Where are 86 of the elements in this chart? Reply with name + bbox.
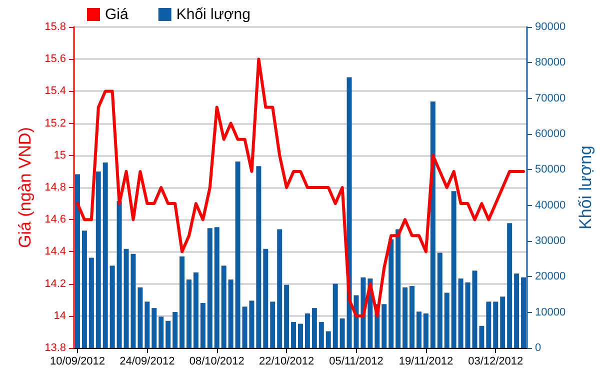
- y-tick-label: 15.6: [44, 53, 66, 66]
- bar: [423, 313, 428, 348]
- y2-tick-label: 0: [535, 342, 542, 354]
- bar: [270, 302, 276, 348]
- bar: [430, 102, 436, 348]
- bar: [388, 239, 394, 348]
- y2-axis-title: Khối lượng: [576, 146, 595, 230]
- y-tick-label: 15.2: [44, 117, 66, 130]
- bar: [110, 266, 115, 348]
- bar: [304, 313, 310, 348]
- bar: [74, 174, 80, 348]
- legend-label: Khối lượng: [176, 6, 250, 23]
- bar: [96, 171, 101, 348]
- y2-tick-label: 40000: [535, 199, 566, 212]
- bar: [332, 284, 338, 348]
- y2-tick-label: 10000: [535, 306, 566, 318]
- bar: [284, 284, 290, 348]
- bar: [88, 258, 94, 348]
- bar: [340, 318, 345, 348]
- bar: [116, 201, 122, 348]
- bar: [186, 280, 192, 348]
- bar: [193, 272, 198, 348]
- y2-tick-label: 20000: [535, 270, 566, 283]
- bar: [382, 304, 387, 348]
- bar: [493, 302, 498, 348]
- bar: [144, 302, 150, 348]
- bar: [437, 252, 442, 348]
- x-tick-label: 19/11/2012: [398, 356, 454, 368]
- bar: [410, 286, 415, 348]
- x-tick-label: 08/10/2012: [189, 356, 244, 368]
- bar: [479, 326, 484, 348]
- bar: [221, 266, 226, 348]
- x-tick-label: 24/09/2012: [120, 356, 175, 368]
- y2-tick-label: 30000: [535, 235, 566, 247]
- bar: [152, 308, 157, 348]
- x-tick-label: 03/12/2012: [468, 356, 524, 368]
- bar: [82, 230, 87, 348]
- bar: [256, 166, 262, 348]
- y2-tick-label: 90000: [535, 21, 566, 33]
- x-tick-label: 10/09/2012: [50, 356, 106, 368]
- bar: [214, 227, 220, 348]
- bar: [402, 287, 408, 348]
- bar: [291, 322, 296, 348]
- bar: [172, 312, 178, 348]
- bar: [158, 316, 164, 348]
- y-tick-label: 14.6: [44, 214, 66, 226]
- bar: [514, 273, 520, 348]
- y-tick-label: 15: [54, 149, 66, 162]
- x-tick-label: 22/10/2012: [259, 356, 314, 368]
- y2-tick-label: 50000: [535, 164, 566, 176]
- y-tick-label: 14: [54, 310, 66, 322]
- y-tick-label: 15.4: [44, 85, 66, 98]
- y-axis-title: Giá (ngàn VND): [16, 127, 35, 248]
- bar: [416, 312, 422, 348]
- y-tick-label: 14.4: [44, 246, 66, 258]
- y2-tick-label: 60000: [535, 128, 566, 140]
- bar: [486, 302, 492, 348]
- bar: [180, 256, 185, 348]
- bar: [228, 280, 234, 348]
- bar: [138, 287, 143, 348]
- bar: [318, 322, 324, 348]
- bar: [249, 300, 254, 348]
- bar: [507, 223, 512, 348]
- bar: [451, 191, 456, 348]
- bar: [207, 228, 212, 348]
- bar: [346, 77, 352, 348]
- bar: [458, 278, 464, 348]
- y2-tick-label: 80000: [535, 56, 566, 69]
- bar: [298, 324, 303, 348]
- bar: [444, 292, 450, 348]
- y-tick-label: 13.8: [44, 342, 66, 354]
- bar: [102, 162, 108, 348]
- bar: [312, 308, 317, 348]
- bar: [263, 248, 268, 348]
- y-tick-label: 15.8: [44, 21, 66, 33]
- x-tick-label: 05/11/2012: [329, 356, 384, 368]
- bar: [500, 296, 506, 348]
- bar: [277, 229, 282, 348]
- y2-tick-label: 70000: [535, 92, 566, 104]
- bar: [396, 229, 401, 348]
- y-tick-label: 14.8: [44, 182, 66, 194]
- bar: [200, 303, 206, 348]
- bar: [326, 331, 331, 348]
- legend-label: Giá: [105, 6, 129, 23]
- bar: [166, 320, 171, 348]
- y-tick-label: 14.2: [44, 278, 66, 290]
